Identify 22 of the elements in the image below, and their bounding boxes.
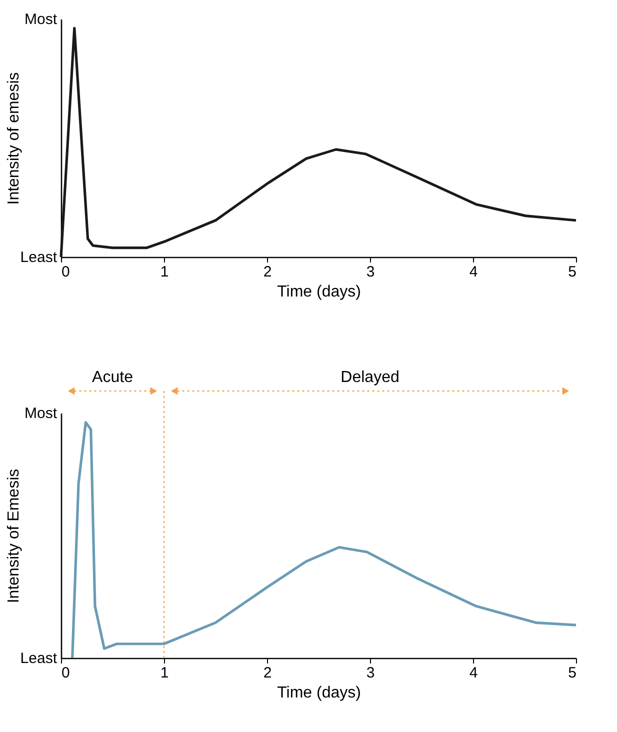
x-tick-label: 4 [469, 664, 478, 682]
x-tick-label: 2 [263, 664, 272, 682]
text: Delayed [340, 369, 400, 386]
x-tick-label: 4 [469, 264, 478, 280]
text: Acute [92, 369, 134, 386]
x-tick-label: 1 [160, 264, 169, 280]
y-axis-title: Intensity of emesis [6, 72, 22, 205]
x-tick-label: 0 [62, 664, 70, 682]
x-tick-label: 3 [366, 264, 375, 280]
text: Most [24, 405, 58, 422]
x-axis-title: Time (days) [277, 284, 361, 300]
y-axis-title: Intensity of Emesis [6, 468, 22, 604]
text: Most [24, 11, 58, 28]
x-tick-label: 5 [568, 264, 576, 280]
x-tick-label: 1 [160, 664, 169, 682]
x-tick-label: 3 [366, 664, 375, 682]
x-tick-label: 5 [568, 664, 576, 682]
x-axis-title: Time (days) [277, 684, 361, 702]
x-tick-label: 0 [62, 264, 70, 280]
text: Least [20, 650, 58, 667]
x-tick-label: 2 [263, 264, 272, 280]
text: Least [20, 249, 58, 266]
